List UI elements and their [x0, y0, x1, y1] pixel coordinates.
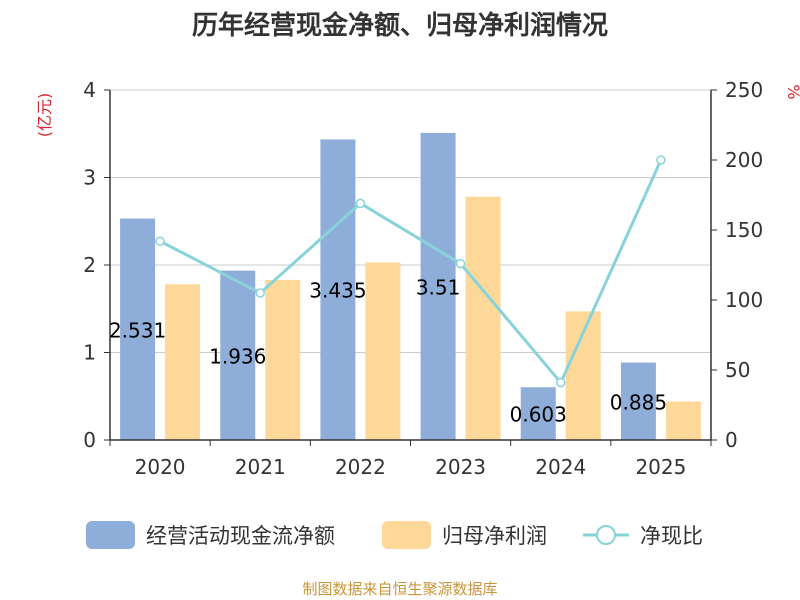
x-tick-label: 2024	[535, 455, 586, 479]
legend-item[interactable]: 经营活动现金流净额	[86, 521, 335, 549]
y-right-tick-label: 200	[725, 148, 763, 172]
line-net-cash-ratio	[159, 159, 663, 386]
axes-layer	[104, 89, 717, 446]
grid-lines	[110, 89, 711, 353]
bars-layer	[120, 132, 701, 440]
bar-cash-flow	[420, 132, 456, 440]
bar-net-profit	[265, 279, 301, 440]
bar-cash-flow	[520, 387, 556, 440]
tick-labels-layer: 0 1 2 3 4 0 50 100 150 200 250 2020 2021 2022 2023 2024…	[83, 78, 763, 479]
line-series-layer	[155, 155, 666, 388]
y-left-tick-label: 2	[83, 253, 96, 277]
legend[interactable]: 经营活动现金流净额 归母净利润 净现比	[86, 521, 703, 549]
line-point	[255, 288, 265, 298]
y-right-tick-label: 150	[725, 218, 763, 242]
y-right-tick-label: 50	[725, 358, 750, 382]
y-left-tick-label: 0	[83, 428, 96, 452]
bar-net-profit	[165, 284, 201, 440]
legend-item[interactable]: 净现比	[583, 524, 703, 548]
line-point	[656, 155, 666, 165]
data-label: 0.885	[610, 390, 667, 414]
data-label: 1.936	[209, 344, 266, 368]
legend-swatch	[86, 521, 135, 549]
bar-cash-flow	[220, 270, 256, 440]
y-right-tick-label: 100	[725, 288, 763, 312]
line-point	[155, 236, 165, 246]
legend-label: 归母净利润	[442, 524, 547, 548]
x-tick-label: 2021	[235, 455, 286, 479]
y-right-axis-label: %	[784, 84, 800, 99]
data-labels-layer: 2.531 1.936 3.435 3.51 0.603 0.885	[109, 275, 667, 426]
x-tick-label: 2020	[135, 455, 186, 479]
bar-cash-flow	[320, 139, 356, 440]
legend-swatch	[382, 521, 431, 549]
data-label: 2.531	[109, 318, 166, 342]
y-right-tick-label: 0	[725, 428, 738, 452]
bar-net-profit	[465, 196, 501, 440]
y-right-tick-label: 250	[725, 78, 763, 102]
bar-cash-flow	[620, 362, 656, 440]
y-left-tick-label: 4	[83, 78, 96, 102]
y-left-axis-label: (亿元)	[35, 93, 54, 138]
data-label: 0.603	[510, 403, 567, 427]
y-left-tick-label: 1	[83, 341, 96, 365]
line-point	[556, 377, 566, 388]
legend-marker	[596, 525, 616, 545]
x-tick-label: 2025	[635, 455, 686, 479]
bar-net-profit	[365, 262, 401, 440]
source-note: 制图数据来自恒生聚源数据库	[302, 580, 497, 598]
legend-label: 净现比	[640, 524, 703, 548]
data-label: 3.51	[416, 275, 461, 299]
bar-cash-flow	[120, 218, 156, 440]
x-tick-label: 2022	[335, 455, 386, 479]
y-left-tick-label: 3	[83, 166, 96, 190]
x-tick-label: 2023	[435, 455, 486, 479]
bar-net-profit	[665, 401, 701, 440]
legend-label: 经营活动现金流净额	[146, 524, 335, 548]
line-point	[455, 258, 466, 269]
chart-title: 历年经营现金净额、归母净利润情况	[192, 10, 608, 41]
legend-item[interactable]: 归母净利润	[382, 521, 547, 549]
line-point	[355, 198, 366, 209]
data-label: 3.435	[309, 279, 366, 303]
